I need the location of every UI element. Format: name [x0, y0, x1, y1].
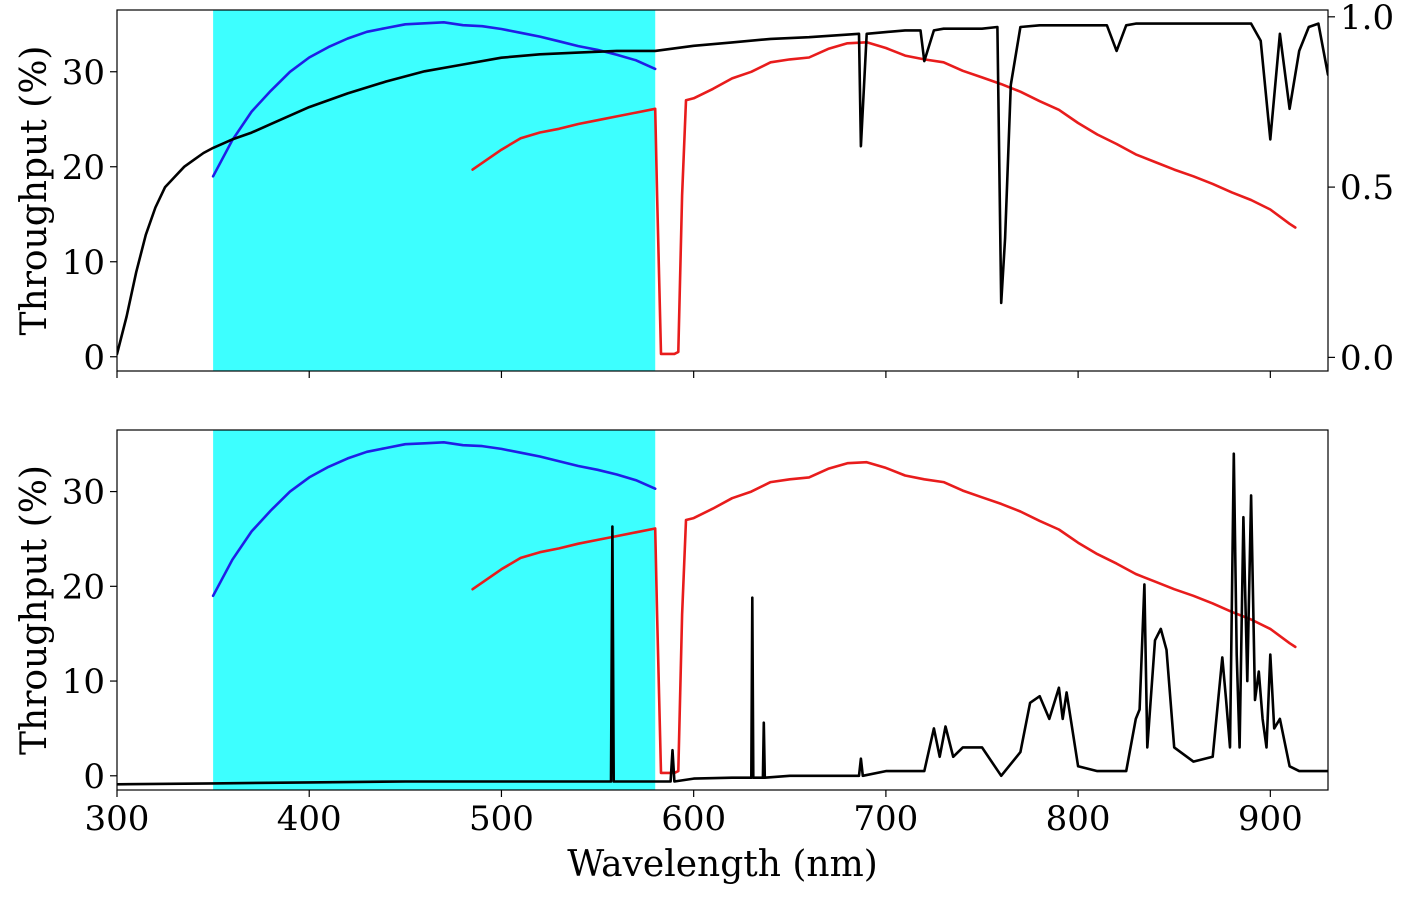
- series-line-1: [211, 20, 657, 178]
- x-axis-label: Wavelength (nm): [567, 844, 878, 885]
- x-tick-label: 700: [853, 799, 918, 839]
- y2-tick-label: 1.0: [1340, 0, 1394, 38]
- y-tick-label: 0: [83, 757, 105, 797]
- y-tick-label: 10: [62, 243, 105, 283]
- y-tick-label: 10: [62, 662, 105, 702]
- plot-frame: [116, 429, 1329, 791]
- top-panel: 0 10 20 30 0.0 0.5 1.0 Throughput (%): [14, 0, 1394, 378]
- y-tick-label: 20: [62, 148, 105, 188]
- y-tick-label: 30: [62, 473, 105, 513]
- x-tick-label: 500: [469, 799, 534, 839]
- series-line-3: [117, 22, 1328, 356]
- y2-tick-label: 0.5: [1340, 168, 1394, 208]
- y-tick-label: 0: [83, 338, 105, 378]
- x-tick-label: 400: [277, 799, 342, 839]
- y-axis-label: Throughput (%): [14, 465, 55, 755]
- x-tick-label: 900: [1238, 799, 1303, 839]
- series-line-3: [117, 452, 1328, 786]
- x-tick-label: 600: [661, 799, 726, 839]
- x-tick-label: 800: [1046, 799, 1111, 839]
- series-line-2: [471, 40, 1297, 356]
- y2-tick-label: 0.0: [1340, 338, 1394, 378]
- series-line-2: [471, 460, 1297, 775]
- series-line-1: [211, 440, 657, 598]
- y-tick-label: 20: [62, 567, 105, 607]
- shaded-band: [213, 430, 656, 790]
- shaded-band: [213, 10, 656, 371]
- plot-frame: [116, 9, 1329, 372]
- x-tick-label: 300: [85, 799, 150, 839]
- y-axis-label: Throughput (%): [14, 46, 55, 336]
- y-tick-label: 30: [62, 53, 105, 93]
